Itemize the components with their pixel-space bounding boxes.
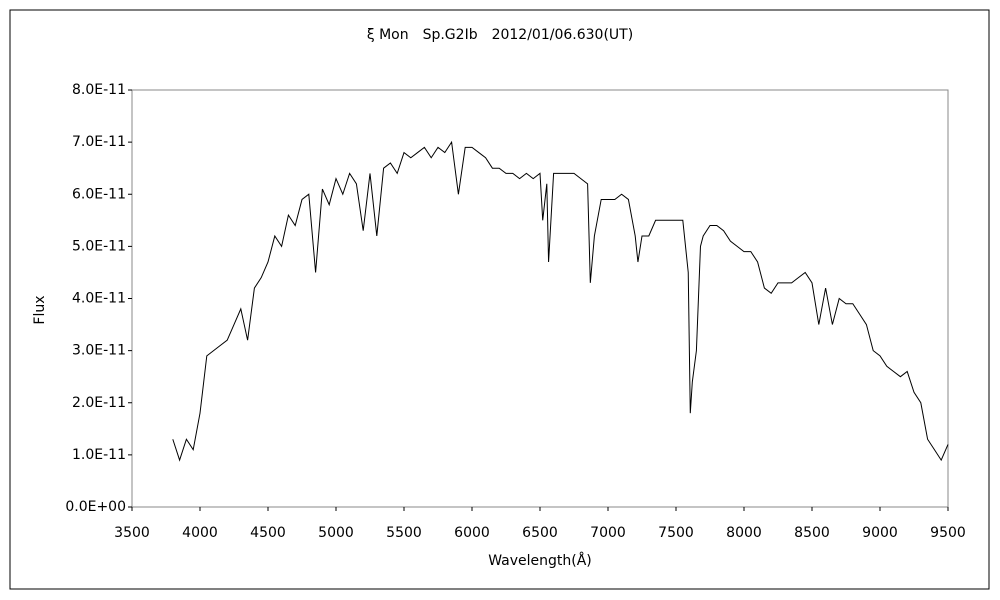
x-tick-label: 5500 bbox=[386, 525, 422, 541]
chart-title: ξ Mon Sp.G2Ib 2012/01/06.630(UT) bbox=[367, 27, 633, 43]
x-tick-label: 5000 bbox=[318, 525, 354, 541]
y-tick-label: 5.0E-11 bbox=[72, 238, 126, 254]
x-tick-label: 4000 bbox=[182, 525, 218, 541]
y-tick-label: 1.0E-11 bbox=[72, 447, 126, 463]
y-tick-label: 4.0E-11 bbox=[72, 291, 126, 307]
x-tick-label: 9000 bbox=[862, 525, 898, 541]
y-tick-label: 8.0E-11 bbox=[72, 82, 126, 98]
spectrum-line bbox=[172, 140, 949, 462]
y-tick-label: 6.0E-11 bbox=[72, 186, 126, 202]
x-tick-label: 8500 bbox=[794, 525, 830, 541]
x-tick-label: 7500 bbox=[658, 525, 694, 541]
y-tick-label: 7.0E-11 bbox=[72, 134, 126, 150]
x-tick-label: 9500 bbox=[930, 525, 966, 541]
y-tick-label: 3.0E-11 bbox=[72, 343, 126, 359]
y-axis-label: Flux bbox=[32, 295, 48, 324]
x-axis-label: Wavelength(Å) bbox=[488, 552, 592, 569]
x-tick-label: 8000 bbox=[726, 525, 762, 541]
y-tick-label: 0.0E+00 bbox=[65, 499, 126, 515]
x-tick-label: 4500 bbox=[250, 525, 286, 541]
plot-area bbox=[131, 89, 949, 508]
y-tick-label: 2.0E-11 bbox=[72, 395, 126, 411]
x-tick-label: 6000 bbox=[454, 525, 490, 541]
x-tick-label: 7000 bbox=[590, 525, 626, 541]
x-tick-label: 6500 bbox=[522, 525, 558, 541]
x-tick-label: 3500 bbox=[114, 525, 150, 541]
